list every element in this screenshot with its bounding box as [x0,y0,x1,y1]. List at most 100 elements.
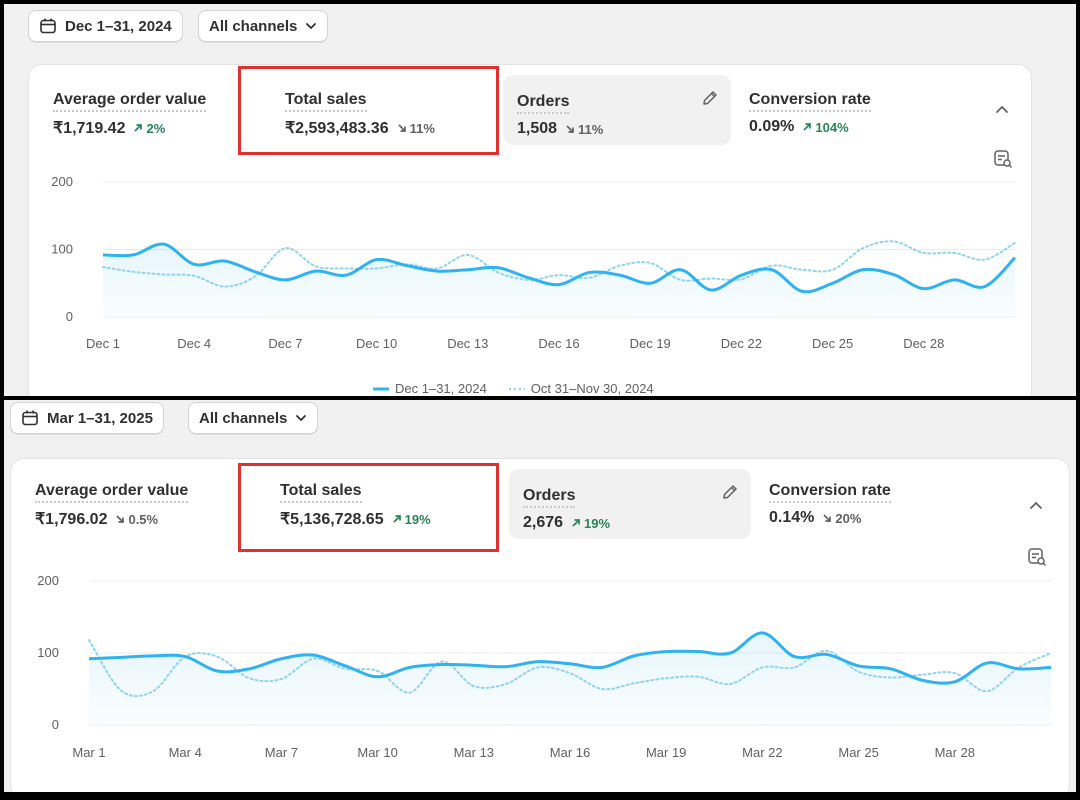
chart-explore-icon[interactable] [993,149,1013,174]
series-line-current[interactable] [88,631,1052,685]
arrow-up-right-icon [571,516,581,531]
x-tick-label: Dec 25 [812,336,853,351]
x-tick-label: Dec 22 [721,336,762,351]
metric-value: 0.09% [749,118,795,135]
legend-current-label: Dec 1–31, 2024 [395,381,487,396]
metric-change: 0.5% [115,512,158,527]
channel-select[interactable]: All channels [188,402,319,434]
x-tick-label: Dec 7 [268,336,302,351]
series-area-current [103,243,1015,317]
metric-value: ₹1,719.42 [53,120,126,137]
metric-change-value: 19% [584,515,611,531]
metric-value: 1,508 [517,120,558,137]
metrics-card: Average order value ₹1,719.42 2% Total sa… [28,64,1032,396]
channel-label: All channels [209,17,298,35]
series-area-current [89,632,1051,725]
metric-change-value: 11% [409,120,435,136]
legend-item-current[interactable]: Dec 1–31, 2024 [373,381,487,396]
x-tick-label: Mar 22 [742,745,782,760]
metric-label: Average order value [53,91,207,112]
series-line-previous[interactable] [88,639,1052,698]
pencil-icon[interactable] [701,89,719,112]
x-tick-label: Dec 10 [356,336,397,351]
legend-previous-label: Oct 31–Nov 30, 2024 [530,381,654,396]
metric-conversion-rate[interactable]: Conversion rate 0.09% 104% [735,73,955,143]
metric-change: 19% [571,516,610,531]
date-range-button[interactable]: Mar 1–31, 2025 [10,402,164,434]
metric-change-value: 2% [146,120,166,136]
series-line-current[interactable] [102,242,1017,294]
chevron-down-icon [305,20,317,32]
x-tick-label: Mar 13 [454,745,494,760]
x-tick-label: Mar 25 [838,745,878,760]
metric-change: 19% [392,512,431,527]
arrow-up-right-icon [133,121,143,136]
metric-change-value: 104% [815,119,849,135]
metrics-card: Average order value ₹1,796.02 0.5% Total … [10,458,1070,792]
y-tick-label: 200 [51,174,73,189]
metric-conversion-rate[interactable]: Conversion rate 0.14% 20% [755,464,975,534]
chevron-down-icon [295,412,307,424]
metric-change: 11% [397,121,435,136]
y-tick-label: 100 [51,242,73,257]
arrow-up-right-icon [392,512,402,527]
metric-average-order-value[interactable]: Average order value ₹1,796.02 0.5% [21,464,241,534]
metric-total-sales[interactable]: Total sales ₹2,593,483.36 11% [271,73,491,143]
metric-change-value: 11% [578,121,604,137]
metric-value: 0.14% [769,509,815,526]
highlight-box-total-sales [238,463,499,552]
date-range-button[interactable]: Dec 1–31, 2024 [28,10,183,42]
sales-line-chart: 200 100 0 Dec 1 Dec 4 Dec 7 Dec 10 Dec 13 Dec 16… [51,174,1017,351]
chevron-up-icon[interactable] [995,103,1009,122]
metric-label: Total sales [280,482,362,503]
x-tick-label: Mar 7 [265,745,298,760]
x-tick-label: Dec 1 [86,336,120,351]
y-tick-label: 0 [52,717,59,732]
metric-total-sales[interactable]: Total sales ₹5,136,728.65 19% [266,464,486,534]
metric-change-value: 19% [404,511,431,527]
metric-change: 104% [802,119,849,135]
metric-value: 2,676 [523,514,564,531]
arrow-down-right-icon [822,511,832,526]
arrow-down-right-icon [115,512,125,527]
analytics-panel-dec: Dec 1–31, 2024 All channels Average orde… [4,4,1076,396]
metric-value: ₹2,593,483.36 [285,120,389,137]
x-tick-label: Dec 16 [538,336,579,351]
calendar-icon [39,17,57,35]
metric-label: Total sales [285,91,367,112]
arrow-down-right-icon [565,122,575,137]
x-tick-label: Mar 10 [357,745,397,760]
series-line-previous[interactable] [102,240,1016,288]
metric-change: 20% [822,511,861,526]
date-range-label: Mar 1–31, 2025 [47,409,153,427]
metric-label: Orders [517,93,570,114]
x-tick-label: Mar 4 [169,745,202,760]
metric-change-value: 20% [835,510,862,526]
chevron-up-icon[interactable] [1029,499,1043,518]
chart-explore-icon[interactable] [1027,547,1047,572]
metric-label: Average order value [35,482,189,503]
metric-change-value: 0.5% [128,511,159,527]
highlight-box-total-sales [238,66,499,155]
y-tick-label: 0 [66,309,73,324]
arrow-up-right-icon [802,120,812,135]
x-tick-label: Dec 13 [447,336,488,351]
y-tick-label: 100 [37,645,59,660]
metric-orders[interactable]: Orders 1,508 11% [503,75,731,145]
x-tick-label: Mar 19 [646,745,686,760]
metric-label: Conversion rate [749,91,871,112]
x-tick-label: Dec 19 [630,336,671,351]
metric-change: 2% [133,121,165,136]
y-tick-label: 200 [37,573,59,588]
metric-average-order-value[interactable]: Average order value ₹1,719.42 2% [39,73,259,143]
metric-label: Orders [523,487,576,508]
sales-line-chart: 200 100 0 Mar 1 Mar 4 Mar 7 Mar 10 Mar 13 Mar 16… [37,573,1052,760]
channel-select[interactable]: All channels [198,10,329,42]
metric-orders[interactable]: Orders 2,676 19% [509,469,751,539]
pencil-icon[interactable] [721,483,739,506]
legend-item-previous[interactable]: Oct 31–Nov 30, 2024 [508,381,654,396]
metric-value: ₹1,796.02 [35,511,108,528]
x-tick-label: Dec 4 [177,336,211,351]
calendar-icon [21,409,39,427]
x-tick-label: Mar 28 [935,745,975,760]
